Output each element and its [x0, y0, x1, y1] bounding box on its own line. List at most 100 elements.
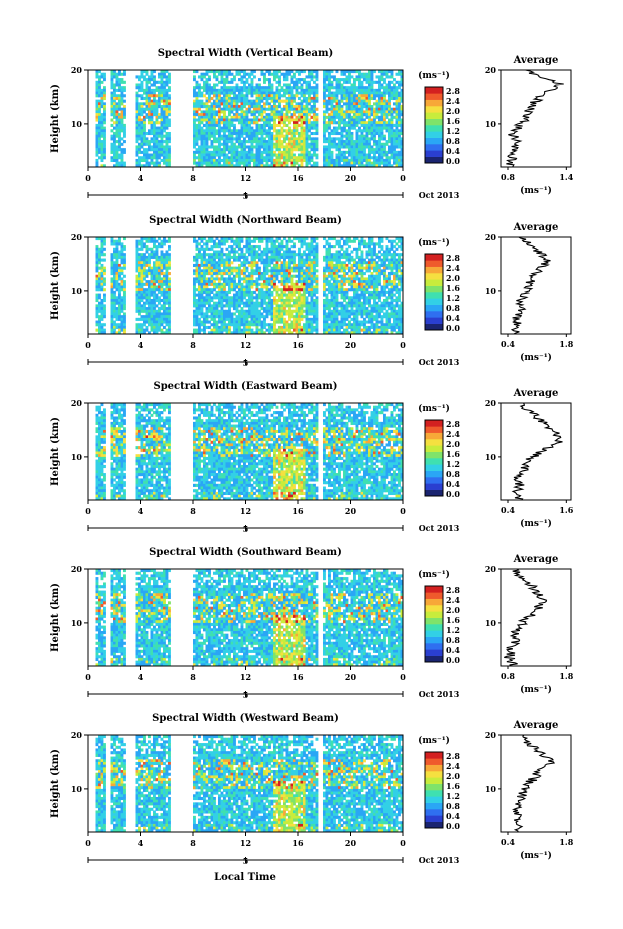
heatmap-cell: [203, 290, 206, 294]
heatmap-cell: [140, 94, 144, 98]
heatmap-cell: [273, 121, 276, 125]
heatmap-cell: [353, 158, 356, 163]
heatmap-cell: [280, 245, 284, 249]
heatmap-cell: [283, 129, 286, 133]
heatmap-cell: [298, 80, 301, 84]
heatmap-cell: [360, 161, 364, 165]
heatmap-cell: [148, 290, 151, 294]
heatmap-cell: [103, 272, 106, 276]
heatmap-cell: [343, 153, 346, 157]
heatmap-cell: [155, 304, 159, 308]
heatmap-cell: [145, 115, 149, 119]
heatmap-cell: [215, 250, 219, 254]
heatmap-cell: [240, 91, 244, 95]
heatmap-cell: [198, 282, 201, 286]
heatmap-cell: [283, 148, 286, 152]
heatmap-cell: [150, 315, 154, 319]
average-x-tick-label: 1.4: [559, 172, 573, 182]
heatmap-cell: [353, 123, 356, 127]
heatmap-cell: [115, 78, 119, 82]
average-x-tick-label: 0.8: [501, 172, 515, 182]
heatmap-cell: [150, 304, 154, 308]
heatmap-cell: [110, 78, 114, 82]
heatmap-cell: [308, 158, 311, 163]
heatmap-cell: [148, 266, 151, 270]
heatmap-cell: [280, 88, 284, 92]
heatmap-cell: [313, 164, 316, 168]
heatmap-cell: [218, 150, 221, 154]
heatmap-cell: [280, 280, 284, 284]
heatmap-cell: [378, 91, 381, 95]
heatmap-cell: [323, 158, 326, 163]
heatmap-cell: [153, 315, 156, 319]
heatmap-cell: [398, 96, 401, 101]
heatmap-cell: [280, 274, 284, 278]
heatmap-cell: [288, 94, 291, 98]
heatmap-cell: [158, 328, 161, 332]
heatmap-cell: [260, 320, 264, 324]
heatmap-cell: [163, 96, 166, 101]
heatmap-cell: [210, 134, 214, 138]
heatmap-cell: [103, 150, 106, 154]
heatmap-cell: [325, 94, 329, 98]
heatmap-cell: [193, 110, 196, 114]
heatmap-cell: [118, 131, 121, 136]
heatmap-cell: [100, 94, 104, 98]
heatmap-cell: [240, 317, 244, 321]
heatmap-cell: [148, 304, 151, 308]
heatmap-cell: [258, 258, 261, 262]
heatmap-cell: [305, 137, 309, 141]
heatmap-cell: [248, 83, 251, 87]
heatmap-cell: [215, 129, 219, 133]
heatmap-cell: [298, 86, 301, 90]
heatmap-cell: [400, 150, 404, 154]
heatmap-cell: [270, 323, 274, 327]
heatmap-cell: [100, 121, 104, 125]
heatmap-cell: [260, 323, 264, 327]
heatmap-cell: [335, 83, 339, 87]
heatmap-cell: [163, 320, 166, 324]
heatmap-cell: [280, 164, 284, 168]
heatmap-cell: [98, 277, 101, 281]
heatmap-cell: [228, 110, 231, 114]
heatmap-cell: [143, 290, 146, 294]
heatmap-cell: [145, 272, 149, 276]
heatmap-cell: [203, 83, 206, 87]
heatmap-cell: [220, 242, 224, 246]
heatmap-cell: [103, 72, 106, 76]
heatmap-cell: [98, 83, 101, 87]
heatmap-cell: [158, 164, 161, 168]
heatmap-cell: [100, 323, 104, 327]
heatmap-cell: [275, 263, 279, 268]
heatmap-cell: [280, 118, 284, 122]
heatmap-cell: [240, 328, 244, 332]
heatmap-cell: [270, 315, 274, 319]
heatmap-cell: [328, 140, 331, 144]
heatmap-cell: [268, 269, 271, 273]
heatmap-cell: [208, 280, 211, 284]
heatmap-cell: [113, 293, 116, 297]
heatmap-cell: [240, 315, 244, 319]
heatmap-cell: [168, 107, 171, 111]
heatmap-cell: [305, 86, 309, 90]
heatmap-cell: [385, 86, 389, 90]
heatmap-cell: [113, 113, 116, 117]
heatmap-cell: [228, 309, 231, 313]
heatmap-cell: [230, 269, 234, 273]
colorbar-tick-label: 0.8: [446, 136, 460, 146]
heatmap-cell: [350, 161, 354, 165]
heatmap-cell: [280, 99, 284, 103]
heatmap-cell: [383, 158, 386, 163]
heatmap-cell: [140, 129, 144, 133]
heatmap-cell: [223, 121, 226, 125]
heatmap-cell: [270, 245, 274, 249]
heatmap-cell: [250, 331, 254, 335]
heatmap-cell: [365, 158, 369, 163]
heatmap-cell: [115, 280, 119, 284]
heatmap-cell: [223, 148, 226, 152]
heatmap-cell: [155, 323, 159, 327]
heatmap-cell: [350, 91, 354, 95]
heatmap-cell: [288, 148, 291, 152]
heatmap-cell: [98, 121, 101, 125]
heatmap-cell: [148, 239, 151, 243]
